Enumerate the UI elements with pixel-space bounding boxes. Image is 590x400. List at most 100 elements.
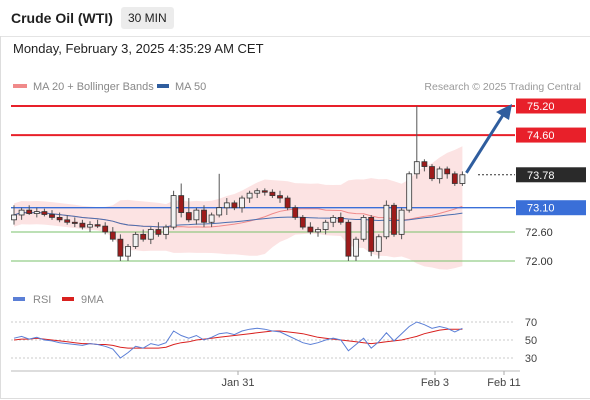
candle-body-down [185, 212, 192, 221]
candle [383, 200, 390, 240]
candle-body-up [11, 214, 17, 221]
candle-body-up [87, 224, 93, 228]
last-price-tag [516, 167, 586, 183]
ma50-legend-swatch [157, 84, 169, 88]
candle [33, 207, 40, 218]
candle [155, 222, 162, 237]
candle [292, 205, 299, 220]
candle [406, 171, 413, 213]
candle-body-up [125, 246, 131, 257]
bollinger-legend-swatch [13, 84, 27, 88]
chart-header: Crude Oil (WTI) 30 MIN [0, 0, 590, 37]
candle [18, 207, 25, 220]
candle [337, 212, 344, 225]
candle-body-down [421, 161, 428, 167]
candle-body-up [375, 236, 382, 252]
timeframe-badge[interactable]: 30 MIN [121, 7, 174, 29]
candle-body-up [330, 217, 337, 223]
x-tick-label: Feb 11 [487, 377, 520, 389]
candle [269, 189, 276, 199]
candle-body-down [64, 219, 71, 223]
candle-body-up [18, 209, 25, 216]
candle [284, 195, 291, 211]
candle-body-down [307, 226, 314, 233]
candle [345, 219, 352, 261]
candle-body-down [71, 221, 78, 224]
timestamp: Monday, February 3, 2025 4:35:29 AM CET [13, 41, 264, 56]
candle [261, 188, 268, 196]
candle-body-down [178, 195, 185, 213]
candle-body-down [391, 204, 397, 235]
candle [375, 234, 382, 259]
candle [140, 229, 147, 242]
level-label-resistance: 74.60 [527, 130, 555, 142]
candle [117, 234, 124, 261]
candle [353, 236, 359, 261]
candle-body-down [299, 217, 306, 228]
candle [178, 183, 185, 218]
candle [109, 227, 116, 242]
forecast-arrow-shaft [465, 114, 505, 174]
candle [41, 208, 48, 217]
x-axis: Jan 31 Feb 3 Feb 11 [221, 371, 521, 389]
level-tag-resistance [516, 127, 586, 143]
rsi-legend: RSI 9MA [13, 294, 104, 306]
candle [413, 106, 420, 179]
rsi-legend-swatch [13, 297, 25, 301]
candle-body-up [360, 217, 367, 240]
candle-body-down [79, 222, 86, 228]
level-label-resistance: 75.20 [527, 101, 555, 113]
candle-body-down [56, 217, 63, 221]
candle [102, 222, 109, 235]
candle-body-up [254, 190, 261, 194]
candle-body-up [353, 238, 359, 257]
rsi-tick-label: 30 [525, 353, 537, 365]
candle-body-up [223, 202, 230, 209]
chart-frame [0, 36, 590, 399]
candle [223, 198, 230, 215]
candle-body-down [49, 214, 55, 218]
candle [11, 205, 17, 225]
x-tick-label: Jan 31 [221, 377, 254, 389]
candle [216, 173, 223, 218]
candle [429, 164, 435, 182]
candle [368, 214, 375, 257]
candle-body-down [155, 229, 162, 235]
candle [315, 227, 321, 237]
candle [322, 219, 329, 235]
candle-body-down [102, 225, 109, 233]
candle [201, 205, 207, 228]
ma9-legend-swatch [62, 297, 74, 301]
level-label-pivot: 73.10 [527, 203, 555, 215]
candle [391, 202, 397, 237]
candle [71, 217, 78, 228]
candle [254, 188, 261, 199]
candle [163, 224, 169, 240]
candle-body-up [322, 221, 329, 230]
candle [132, 231, 139, 249]
rsi-panel: 70 50 30 [11, 317, 537, 365]
candle-body-up [239, 197, 245, 209]
candle-body-down [117, 238, 124, 257]
candle [147, 227, 154, 245]
candle-body-down [269, 191, 276, 197]
candle-body-up [193, 209, 200, 221]
level-tag-pivot [516, 200, 586, 216]
candle [125, 244, 131, 261]
candle [421, 159, 428, 172]
rsi-tick-label: 70 [525, 317, 537, 329]
candle-body-up [33, 211, 40, 214]
candle-body-up [459, 174, 466, 184]
bollinger-legend-label: MA 20 + Bollinger Bands [33, 81, 154, 93]
candle-body-down [201, 209, 207, 223]
candle-body-down [109, 231, 116, 240]
candle-body-down [284, 197, 291, 209]
candle [56, 212, 63, 223]
candle-body-down [26, 209, 33, 214]
candle [330, 214, 337, 228]
candle [26, 205, 33, 215]
x-tick-label: Feb 3 [421, 377, 449, 389]
candle-body-down [444, 168, 451, 175]
forecast-arrow-head [496, 104, 512, 120]
